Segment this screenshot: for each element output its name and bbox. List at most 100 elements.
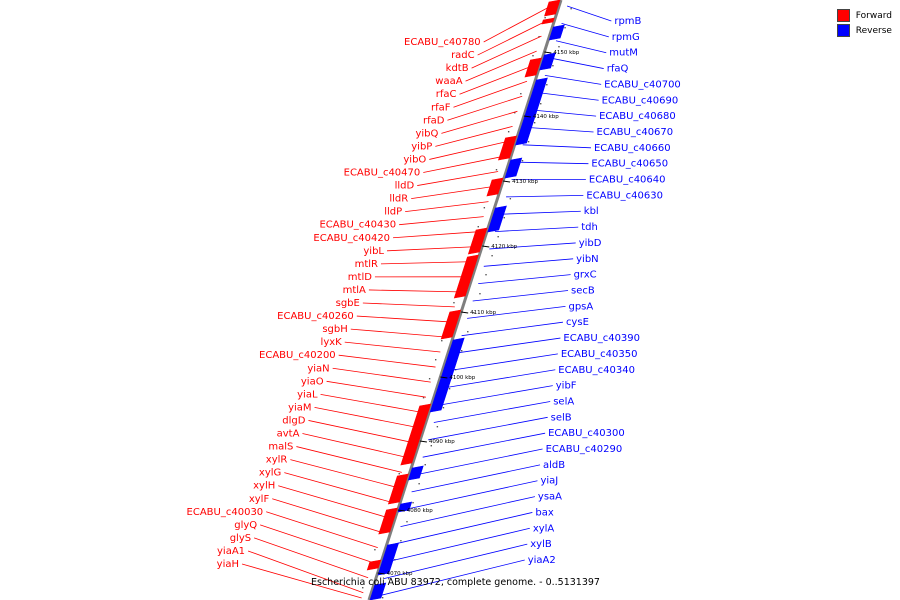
axis-dot [448, 388, 451, 390]
axis-dot [485, 274, 487, 276]
axis-dot [527, 141, 530, 143]
gene-label-grxc: grxC [574, 270, 597, 281]
gene-label-xylh: xylH [253, 481, 275, 492]
leader-mals [296, 446, 402, 473]
axis-dot [428, 378, 431, 380]
leader-xylg [284, 472, 393, 503]
leader-radc [477, 20, 547, 56]
forward-gene-block [387, 473, 409, 505]
leader-rfaq [550, 57, 604, 69]
gene-label-mtla: mtlA [343, 285, 366, 296]
axis-dot [497, 236, 499, 238]
leader-aldb [411, 464, 541, 493]
leader-kbl [500, 210, 581, 215]
gene-label-xyla: xylA [533, 523, 555, 534]
leader-ecabu-c40350 [450, 353, 558, 371]
legend-item-reverse: Reverse [836, 23, 892, 38]
axis-dot [514, 112, 516, 114]
axis-dot [430, 445, 432, 447]
gene-label-gpsa: gpsA [568, 301, 593, 312]
leader-avta [302, 433, 407, 458]
gene-label-ecabu-c40680: ECABU_c40680 [599, 111, 676, 122]
leader-ecabu-c40030 [266, 511, 378, 549]
axis-dot [406, 521, 408, 523]
axis-dot [532, 55, 534, 57]
gene-label-ecabu-c40470: ECABU_c40470 [344, 168, 421, 179]
leader-ecabu-c40780 [483, 5, 552, 43]
gene-label-kbl: kbl [584, 206, 599, 217]
leader-ecabu-c40470 [423, 156, 504, 173]
gene-label-sela: selA [553, 396, 574, 407]
leader-sela [433, 401, 551, 423]
gene-label-ecabu-c40290: ECABU_c40290 [546, 444, 623, 455]
genome-caption: Escherichia coli ABU 83972, complete gen… [311, 577, 600, 588]
leader-rfac [459, 65, 532, 95]
gene-label-ecabu-c40350: ECABU_c40350 [561, 349, 638, 360]
genome-axis [367, 0, 563, 600]
gene-label-ecabu-c40700: ECABU_c40700 [604, 79, 681, 90]
reverse-gene-block [515, 77, 548, 146]
forward-gene-block [366, 559, 382, 571]
leader-lldr [411, 186, 494, 199]
leader-rpmb [566, 5, 612, 22]
gene-label-mtld: mtlD [348, 272, 372, 283]
gene-label-ecabu-c40670: ECABU_c40670 [597, 127, 674, 138]
gene-label-xylr: xylR [266, 455, 288, 466]
forward-gene-block [467, 227, 488, 255]
gene-label-yibf: yibF [556, 381, 577, 392]
gene-label-lldp: lldP [384, 207, 402, 218]
legend: Forward Reverse [836, 8, 892, 38]
leader-sgbe [362, 302, 455, 308]
forward-gene-block [486, 177, 504, 197]
axis-dot [521, 160, 524, 162]
gene-label-ecabu-c40430: ECABU_c40430 [319, 220, 396, 231]
leader-xylr [290, 459, 398, 488]
gene-label-secb: secB [571, 286, 595, 297]
axis-dot [374, 549, 376, 551]
axis-dot [461, 350, 463, 352]
leader-ecabu-c40700 [544, 75, 602, 85]
forward-gene-block [400, 403, 432, 466]
leader-ecabu-c40300 [422, 432, 546, 458]
gene-label-ysaa: ysaA [538, 492, 562, 503]
gene-label-yiaj: yiaJ [540, 476, 558, 487]
axis-dot [388, 578, 390, 580]
axis-dot [412, 502, 414, 504]
leader-tdh [494, 226, 579, 232]
reverse-gene-block [504, 157, 523, 179]
reverse-gene-block [548, 24, 565, 41]
leader-ecabu-c40670 [528, 127, 594, 133]
leader-yibd [489, 242, 576, 250]
axis-dot [400, 540, 402, 542]
forward-gene-block [524, 57, 542, 78]
axis-dot [483, 207, 486, 209]
leader-yibl [386, 246, 475, 252]
leader-mutm [555, 40, 607, 54]
leader-grxc [478, 274, 571, 285]
gene-label-yiaa2: yiaA2 [528, 555, 556, 566]
gene-label-yiam: yiaM [288, 402, 311, 413]
forward-gene-block [378, 507, 398, 535]
forward-gene-block [453, 254, 479, 299]
gene-label-rfaf: rfaF [431, 102, 451, 113]
tick-label: 4070 kbp [387, 571, 413, 577]
tick-mark [461, 311, 469, 314]
tick-mark [397, 509, 405, 512]
axis-dot [495, 169, 498, 171]
leader-yiaa2 [378, 559, 525, 597]
reverse-gene-block [539, 52, 556, 71]
leader-xyla [389, 527, 530, 562]
tick-mark [503, 180, 511, 183]
axis-dot [570, 8, 572, 10]
leader-xylh [278, 485, 388, 518]
leader-mtlr [380, 261, 470, 265]
leader-gpsa [467, 305, 566, 319]
gene-label-ecabu-c40260: ECABU_c40260 [277, 311, 354, 322]
gene-label-ecabu-c40300: ECABU_c40300 [548, 428, 625, 439]
gene-label-lldr: lldR [389, 194, 408, 205]
gene-label-radc: radC [451, 50, 475, 61]
gene-label-mals: malS [268, 442, 293, 453]
gene-label-ecabu-c40640: ECABU_c40640 [589, 175, 666, 186]
leader-yibn [483, 258, 574, 267]
axis-dot [491, 255, 493, 257]
